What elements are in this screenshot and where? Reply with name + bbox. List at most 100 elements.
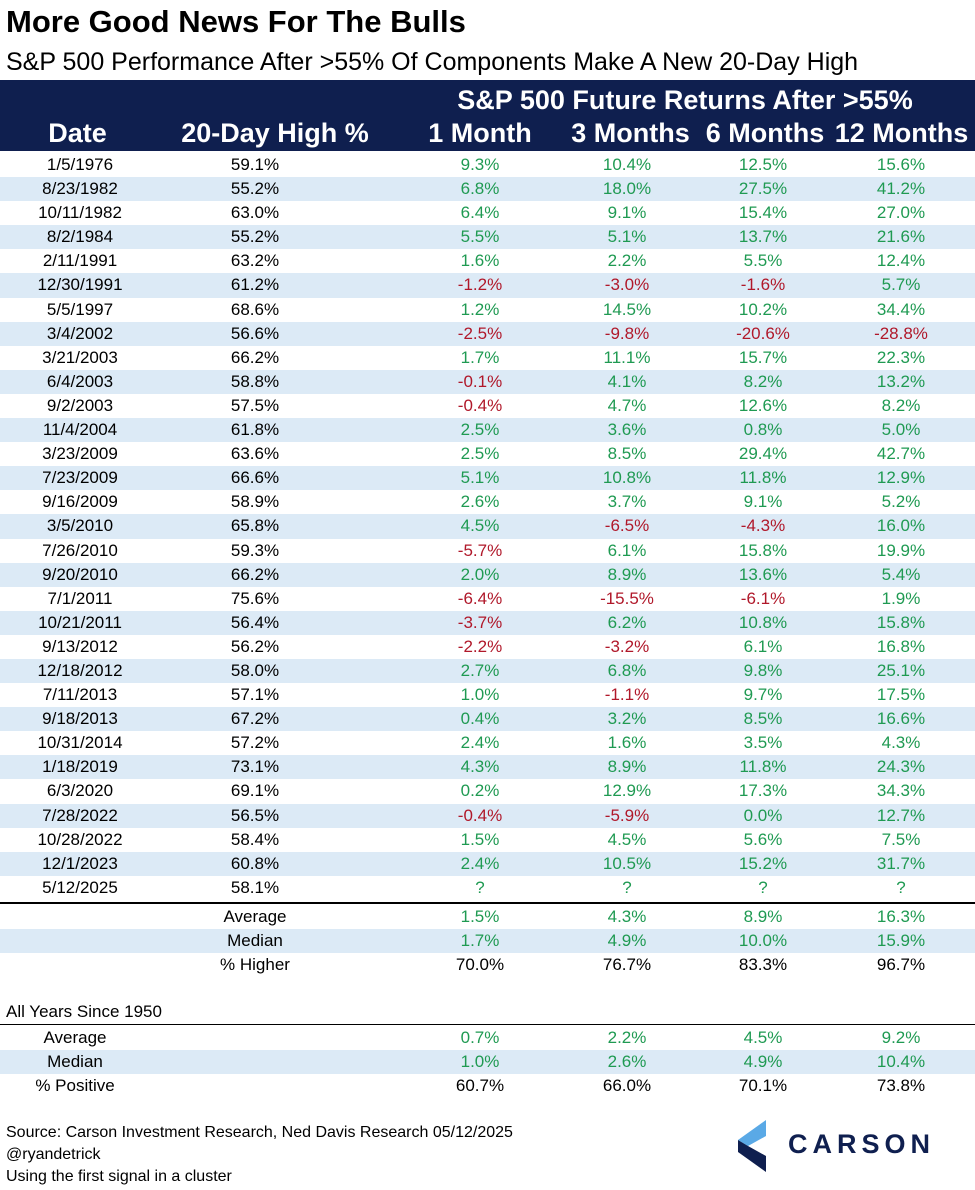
pct-cell: 60.8% (230, 853, 280, 873)
m1-return-cell: 2.6% (460, 492, 500, 512)
m12-return-cell: 21.6% (876, 227, 926, 247)
m12-return-cell: 12.9% (876, 468, 926, 488)
m6-return-cell: 17.3% (738, 781, 788, 801)
m1-return-cell: 2.0% (460, 564, 500, 584)
m12-all-years-cell: 10.4% (876, 1052, 926, 1072)
date-cell: 9/13/2012 (42, 636, 118, 656)
m12-return-cell: 16.6% (876, 709, 926, 729)
m1-all-years-cell: 60.7% (455, 1076, 505, 1096)
m1-return-cell: 1.7% (460, 347, 500, 367)
m3-return-cell: 18.0% (602, 179, 652, 199)
date-cell: 9/20/2010 (42, 564, 118, 584)
m1-return-cell: -0.4% (457, 805, 503, 825)
date-cell: 12/18/2012 (37, 660, 123, 680)
m1-return-cell: 2.5% (460, 444, 500, 464)
m3-all-years-cell: 66.0% (602, 1076, 652, 1096)
date-cell: 3/21/2003 (42, 347, 118, 367)
m12-return-cell: 27.0% (876, 203, 926, 223)
m1-return-cell: 6.8% (460, 179, 500, 199)
signal-table: 1/5/1976 59.1% 9.3% 10.4% 12.5% 15.6% 8/23/198… (0, 153, 975, 900)
summary-label: Average (223, 907, 287, 926)
pct-cell: 66.2% (230, 564, 280, 584)
all-years-row: % Positive 60.7% 66.0% 70.1% 73.8% (0, 1074, 975, 1098)
summary-label: % Higher (220, 955, 290, 975)
page-title: More Good News For The Bulls (6, 4, 466, 39)
m6-return-cell: 29.4% (738, 444, 788, 464)
m3-return-cell: 4.7% (607, 395, 647, 415)
table-row: 6/4/2003 58.8% -0.1% 4.1% 8.2% 13.2% (0, 369, 975, 394)
all-years-table: Average 0.7% 2.2% 4.5% 9.2% Median 1.0% 2.6% 4.9… (0, 1026, 975, 1098)
m12-return-cell: 22.3% (876, 347, 926, 367)
m12-return-cell: 19.9% (876, 540, 926, 560)
m12-return-cell: 1.9% (881, 588, 921, 608)
pct-cell: 63.2% (230, 251, 280, 271)
m6-return-cell: 9.8% (743, 660, 783, 680)
m3-summary-cell: 76.7% (602, 955, 652, 975)
summary-row: Average 1.5% 4.3% 8.9% 16.3% (0, 905, 975, 929)
table-row: 10/31/2014 57.2% 2.4% 1.6% 3.5% 4.3% (0, 731, 975, 755)
pct-cell: 59.3% (230, 540, 280, 560)
date-cell: 12/1/2023 (42, 853, 118, 873)
date-cell: 12/30/1991 (37, 275, 123, 295)
m12-return-cell: ? (896, 877, 906, 897)
m3-return-cell: -1.1% (604, 685, 650, 705)
table-row: 10/21/2011 56.4% -3.7% 6.2% 10.8% 15.8% (0, 610, 975, 635)
m3-return-cell: 4.1% (607, 371, 647, 391)
m12-return-cell: -28.8% (874, 323, 928, 343)
m12-return-cell: 7.5% (881, 829, 921, 849)
date-cell: 1/18/2019 (42, 757, 118, 777)
m3-return-cell: 6.1% (607, 540, 647, 560)
m1-return-cell: 0.4% (460, 709, 500, 729)
m6-return-cell: 0.8% (743, 420, 783, 440)
m6-return-cell: 12.5% (738, 155, 788, 174)
pct-cell: 68.6% (230, 299, 280, 319)
m1-return-cell: 2.5% (460, 420, 500, 440)
m6-return-cell: 13.7% (738, 227, 788, 247)
pct-cell: 55.2% (230, 227, 280, 247)
table-row: 1/5/1976 59.1% 9.3% 10.4% 12.5% 15.6% (0, 153, 975, 177)
summary-table: Average 1.5% 4.3% 8.9% 16.3% Median 1.7% 4.9% 10… (0, 905, 975, 977)
all-years-label-cell: Average (43, 1028, 107, 1047)
m6-return-cell: 10.2% (738, 299, 788, 319)
m6-return-cell: 15.8% (738, 540, 788, 560)
m6-return-cell: 15.2% (738, 853, 788, 873)
m12-return-cell: 13.2% (876, 371, 926, 391)
m6-return-cell: 15.4% (738, 203, 788, 223)
m12-return-cell: 12.7% (876, 805, 926, 825)
m12-return-cell: 42.7% (876, 444, 926, 464)
m1-all-years-cell: 0.7% (460, 1028, 500, 1047)
m3-return-cell: 4.5% (607, 829, 647, 849)
m6-return-cell: 5.6% (743, 829, 783, 849)
table-row: 8/2/1984 55.2% 5.5% 5.1% 13.7% 21.6% (0, 225, 975, 250)
date-cell: 8/23/1982 (42, 179, 118, 199)
m3-return-cell: 3.6% (607, 420, 647, 440)
date-cell: 7/23/2009 (42, 468, 118, 488)
m6-return-cell: 13.6% (738, 564, 788, 584)
table-row: 12/1/2023 60.8% 2.4% 10.5% 15.2% 31.7% (0, 851, 975, 876)
m1-return-cell: 4.5% (460, 516, 500, 536)
m1-summary-cell: 1.5% (460, 907, 500, 926)
m6-return-cell: -6.1% (740, 588, 786, 608)
m12-return-cell: 16.8% (876, 636, 926, 656)
m12-all-years-cell: 73.8% (876, 1076, 926, 1096)
pct-cell: 65.8% (230, 516, 280, 536)
pct-cell: 55.2% (230, 179, 280, 199)
page-subtitle: S&P 500 Performance After >55% Of Compon… (6, 48, 859, 76)
m12-summary-cell: 16.3% (876, 907, 926, 926)
m3-return-cell: 8.9% (607, 564, 647, 584)
date-cell: 3/4/2002 (46, 323, 114, 343)
m12-return-cell: 5.4% (881, 564, 921, 584)
header-1-month: 1 Month (428, 118, 532, 148)
m3-return-cell: -15.5% (600, 588, 654, 608)
table-row: 11/4/2004 61.8% 2.5% 3.6% 0.8% 5.0% (0, 418, 975, 443)
m12-all-years-cell: 9.2% (881, 1028, 921, 1047)
date-cell: 3/5/2010 (46, 516, 114, 536)
m3-return-cell: ? (622, 877, 632, 897)
m3-summary-cell: 4.9% (607, 931, 647, 951)
table-row: 8/23/1982 55.2% 6.8% 18.0% 27.5% 41.2% (0, 177, 975, 202)
m6-return-cell: 9.1% (743, 492, 783, 512)
m3-return-cell: 6.2% (607, 612, 647, 632)
table-row: 3/4/2002 56.6% -2.5% -9.8% -20.6% -28.8% (0, 321, 975, 346)
m1-return-cell: 9.3% (460, 155, 500, 174)
m12-return-cell: 31.7% (876, 853, 926, 873)
